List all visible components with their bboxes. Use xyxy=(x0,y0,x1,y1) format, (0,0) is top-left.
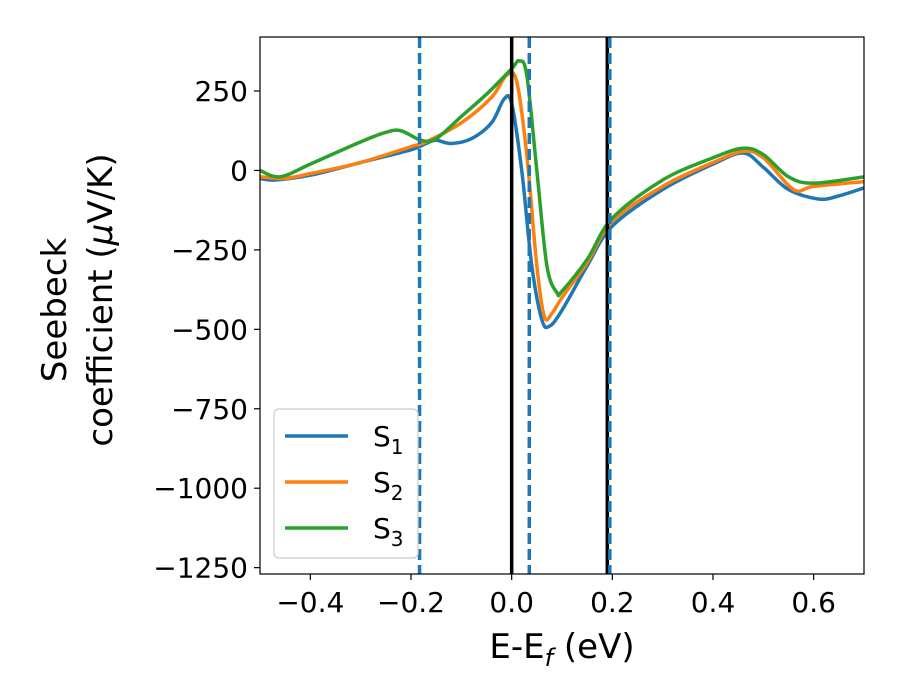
y-tick-label: −1000 xyxy=(153,472,248,505)
x-tick-label: −0.4 xyxy=(276,586,344,619)
y-tick-label: 0 xyxy=(230,154,248,187)
y-tick-label: 250 xyxy=(195,75,248,108)
x-tick-label: 0.0 xyxy=(489,586,534,619)
x-axis-title-main: E-E xyxy=(489,627,544,667)
legend-label-main: S xyxy=(373,512,391,545)
legend-label-sub: 3 xyxy=(391,527,404,551)
y-tick-label: −750 xyxy=(171,393,248,426)
y-axis-title-unit: V/K) xyxy=(81,153,121,223)
legend-label-main: S xyxy=(373,466,391,499)
y-tick-label: −250 xyxy=(171,234,248,267)
legend-label-sub: 1 xyxy=(391,435,404,459)
x-tick-label: 0.6 xyxy=(791,586,836,619)
legend-label-s1: S1 xyxy=(373,420,404,459)
y-tick-label: −500 xyxy=(171,313,248,346)
axes-layer: −0.4 −0.2 0.0 0.2 0.4 0.6 250 0 −250 −500 −750 −100… xyxy=(153,36,865,619)
x-tick-label: 0.2 xyxy=(590,586,635,619)
plot-layer xyxy=(260,37,864,574)
x-tick-label: 0.4 xyxy=(691,586,736,619)
x-axis-title-unit: (eV) xyxy=(553,627,635,667)
plot-area xyxy=(260,37,864,574)
series-line-s1 xyxy=(260,93,864,330)
x-tick-label: −0.2 xyxy=(377,586,445,619)
series-line-s2 xyxy=(260,70,864,322)
y-axis-title-line1: Seebeck xyxy=(35,238,75,383)
legend-label-s2: S2 xyxy=(373,466,404,505)
x-axis-title: E-Ef (eV) xyxy=(489,627,634,672)
legend-label-s3: S3 xyxy=(373,512,404,551)
y-axis-title-prefix: coefficient ( xyxy=(81,245,121,446)
plot-frame xyxy=(259,36,865,575)
y-tick-label: −1250 xyxy=(153,552,248,585)
series-line-s3 xyxy=(260,58,864,298)
legend-label-sub: 2 xyxy=(391,481,404,505)
legend-label-main: S xyxy=(373,420,391,453)
y-axis-title-mu: μ xyxy=(81,224,121,247)
y-axis-title-line2: coefficient (μV/K) xyxy=(81,153,121,446)
